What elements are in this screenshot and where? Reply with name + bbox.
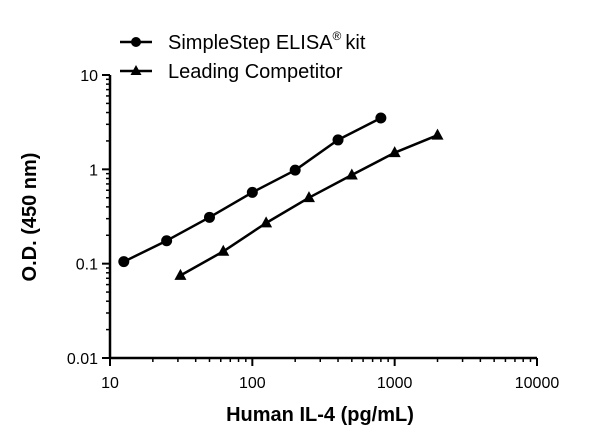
- x-tick-label: 100: [239, 375, 266, 392]
- data-point-series-2: [217, 244, 230, 256]
- legend-label-series-1: SimpleStep ELISA® kit: [168, 29, 366, 54]
- plot-area: [118, 112, 444, 280]
- data-point-series-2: [260, 216, 273, 228]
- y-tick-label: 0.1: [76, 257, 98, 274]
- data-point-series-2: [431, 128, 444, 140]
- legend-item-series-1: SimpleStep ELISA® kit: [120, 29, 366, 54]
- data-point-series-1: [161, 235, 173, 247]
- data-point-series-1: [332, 134, 344, 146]
- y-tick-label: 10: [80, 68, 98, 85]
- data-point-series-2: [174, 268, 187, 280]
- y-tick-label: 0.01: [67, 351, 98, 368]
- x-tick-label: 1000: [377, 375, 413, 392]
- legend-suffix-series-1: kit: [345, 32, 365, 54]
- data-point-series-1: [246, 186, 258, 198]
- x-axis-title: Human IL-4 (pg/mL): [226, 404, 414, 426]
- data-point-series-1: [375, 112, 387, 124]
- data-point-series-2: [345, 168, 358, 180]
- x-tick-label: 10: [101, 375, 119, 392]
- y-tick-label: 1: [89, 162, 98, 179]
- legend-marker-series-1: [131, 37, 141, 47]
- data-point-series-2: [388, 146, 401, 158]
- y-axis-title: O.D. (450 nm): [19, 153, 41, 282]
- legend-name-series-1: SimpleStep ELISA: [168, 32, 333, 54]
- legend: SimpleStep ELISA® kit Leading Competitor: [120, 29, 366, 83]
- axes: 10 100 1000 10000 0.01 0.1 1 10: [67, 68, 559, 392]
- data-point-series-1: [203, 211, 215, 223]
- legend-label-series-2: Leading Competitor: [168, 61, 343, 83]
- legend-sup-series-1: ®: [333, 29, 342, 43]
- x-tick-label: 10000: [515, 375, 560, 392]
- legend-item-series-2: Leading Competitor: [120, 61, 343, 83]
- data-point-series-1: [289, 164, 301, 176]
- data-point-series-2: [302, 191, 315, 203]
- legend-marker-series-2: [130, 65, 142, 75]
- data-point-series-1: [118, 256, 130, 268]
